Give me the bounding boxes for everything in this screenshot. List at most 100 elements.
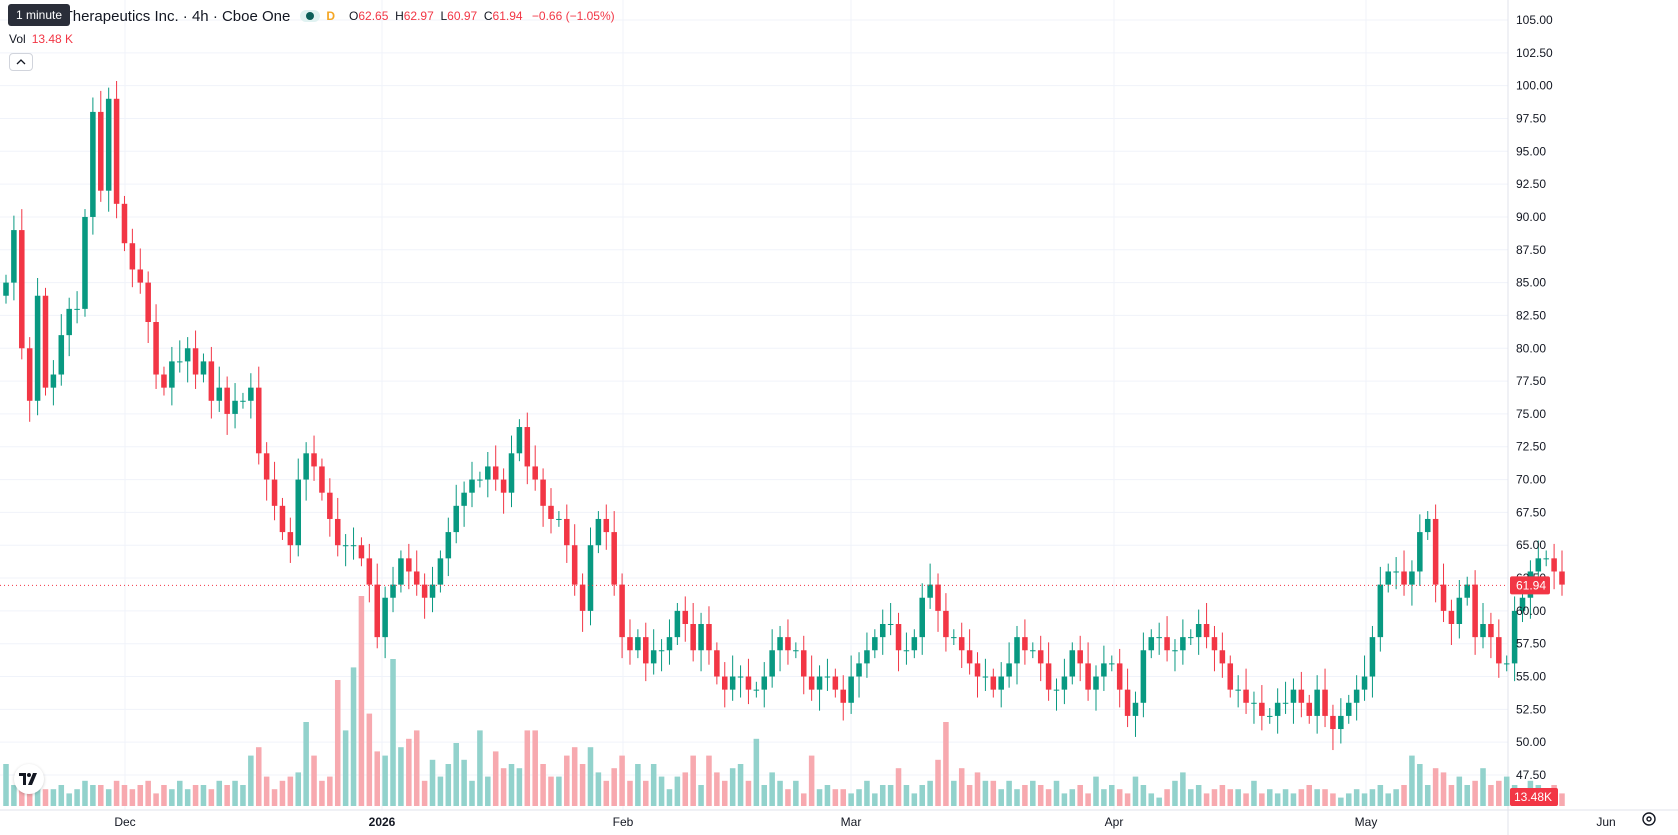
market-status-pill[interactable] [300,10,321,22]
volume-bar [1156,797,1162,806]
volume-bar [1116,789,1123,806]
volume-bar [216,780,223,806]
candle-body [1464,584,1470,598]
candle-body [579,584,586,611]
volume-bar [58,785,65,806]
candle [137,248,144,294]
symbol-title[interactable]: par Therapeutics Inc. · 4h · Cboe One [38,7,291,25]
volume-bar [1109,785,1115,806]
candle [1377,566,1384,652]
candle [532,445,538,491]
price-axis-label: 65.00 [1516,538,1546,552]
volume-bar [121,785,128,806]
collapse-legend-button[interactable] [9,53,33,71]
candle-body [240,400,246,402]
candle [1424,511,1431,540]
volume-bar [1424,785,1431,806]
candle-body [927,584,933,598]
candle [761,662,768,708]
candle [1180,619,1186,665]
candle [1393,557,1399,590]
candle-body [1401,571,1407,585]
candle [540,468,546,527]
candle [42,287,49,396]
candle-body [1124,689,1131,716]
volume-bar [200,785,207,806]
candle-body [603,518,610,533]
volume-bar [1195,785,1202,806]
candle-body [643,637,649,664]
candle-body [1456,597,1463,624]
candle-body [1314,689,1320,716]
candle-body [445,532,452,559]
candle [1259,685,1265,731]
candle-body [919,597,925,638]
candle [1330,704,1336,751]
candle-body [169,361,175,388]
volume-bar [1148,793,1155,806]
candle [34,278,41,416]
volume-bar [643,780,649,806]
candle [887,602,894,636]
volume-bar [319,780,325,806]
candle-body [1503,663,1510,665]
candle-body [382,597,388,638]
time-axis-label: Apr [1105,815,1124,829]
candle [255,366,262,465]
settings-gear-icon[interactable] [1640,810,1658,828]
candle [1559,550,1565,596]
candle [161,366,167,396]
volume-bar [943,722,949,806]
tradingview-logo[interactable] [14,764,44,794]
volume-bar [1132,776,1139,806]
candle [429,566,436,613]
time-axis-label: Dec [114,815,135,829]
candle [358,537,365,567]
volume-bar [74,789,80,806]
candle-body [50,374,57,388]
volume-bar [1322,789,1328,806]
candle [595,511,602,554]
volume-bar [729,768,736,806]
volume-bar [445,764,452,806]
price-axis-label: 70.00 [1516,473,1546,487]
candle-body [1251,702,1257,704]
candle [1227,655,1234,698]
candle-body [287,532,294,546]
volume-bar [248,755,254,806]
candle-body [982,676,989,678]
candle-body [1172,650,1178,652]
volume-bar [658,776,665,806]
data-delay-flag[interactable]: D [326,9,336,23]
volume-bar [816,789,823,806]
candle [927,563,933,609]
candle [485,451,491,498]
volume-bar [1290,793,1297,806]
candle [1022,619,1028,665]
volume-bar [1472,780,1478,806]
candle-body [145,282,151,322]
candle-body [1361,676,1368,690]
candle-body [564,518,570,546]
candle-body [548,505,554,519]
candle [287,517,294,563]
volume-bar [1369,789,1376,806]
candle [477,471,483,488]
candle [11,215,17,301]
candle-body [879,624,886,638]
volume-bar [1061,793,1068,806]
candle-body [1409,571,1415,585]
volume-bar [998,789,1004,806]
candle-body [406,558,412,572]
volume-bar [1093,776,1099,806]
candle [903,632,910,665]
price-axis-label: 80.00 [1516,341,1546,355]
volume-bar [619,755,625,806]
volume-bar [516,768,523,806]
volume-bar [263,776,270,806]
candle-body [1203,624,1210,638]
candle [1061,658,1068,705]
candle-body [295,479,302,546]
